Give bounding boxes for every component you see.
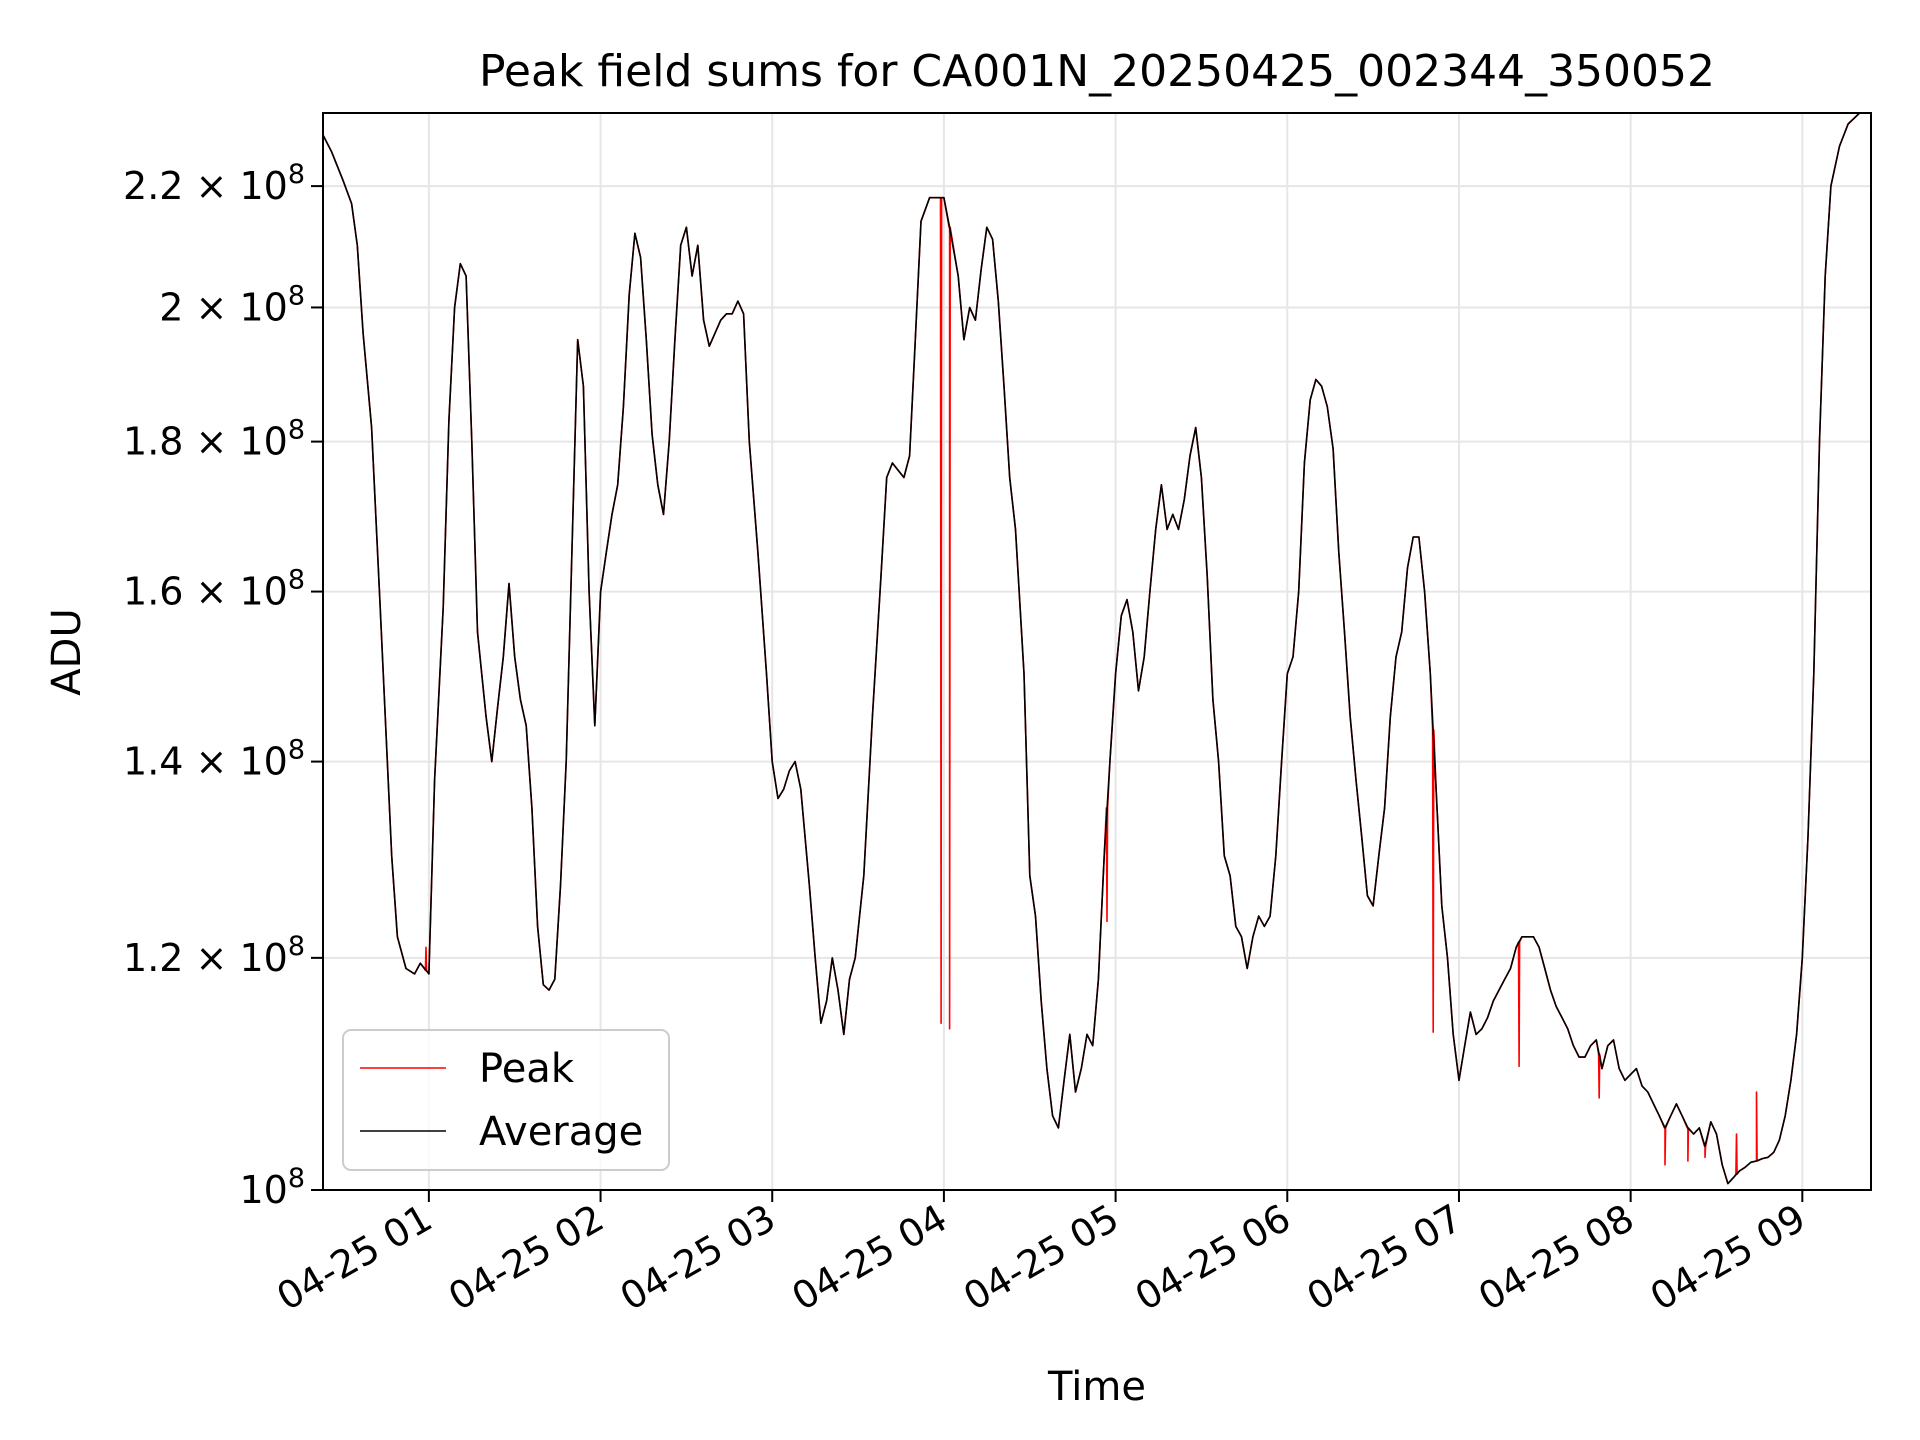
series-line-average (323, 113, 1871, 1185)
legend-frame (342, 1029, 670, 1171)
y-tick-label: 1.4 × 108 (123, 735, 305, 784)
legend-label-average: Average (479, 1109, 643, 1155)
y-tick-label: 1.8 × 108 (123, 415, 305, 464)
series-layer (323, 113, 1871, 1185)
y-axis-ticks: 108 1.2 × 108 1.4 × 108 1.6 × 108 1.8 × 108 2… (123, 159, 323, 1212)
legend-label-peak: Peak (479, 1046, 575, 1092)
y-tick-label: 1.6 × 108 (123, 565, 305, 614)
x-axis-label: Time (1047, 1364, 1146, 1410)
y-tick-label: 2 × 108 (159, 280, 305, 329)
y-tick-label: 2.2 × 108 (123, 159, 305, 208)
chart-title: Peak field sums for CA001N_20250425_0023… (479, 46, 1715, 97)
legend: Peak Average (342, 1029, 670, 1171)
plot-frame (322, 112, 1872, 1191)
y-tick-label: 1.2 × 108 (123, 931, 305, 980)
y-tick-label: 108 (239, 1163, 305, 1212)
y-axis-label: ADU (44, 608, 90, 695)
